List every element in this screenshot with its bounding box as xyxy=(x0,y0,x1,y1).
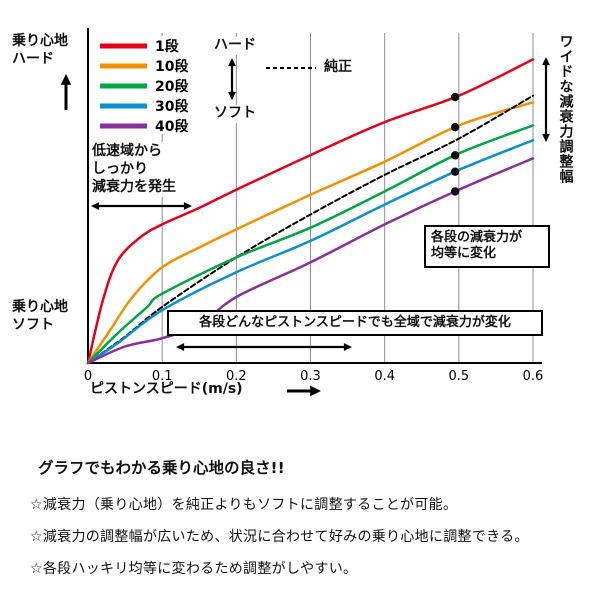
x-tick-label: 0.5 xyxy=(448,369,469,384)
x-direction-arrow-head xyxy=(310,385,321,397)
curve-40段 xyxy=(86,157,535,365)
annotation-equal-steps: 各段の減衰力が 均等に変化 xyxy=(424,225,550,268)
low-speed-range-arrow-head xyxy=(183,202,192,210)
annotation-wide-range: ワイドな減衰力調整幅 xyxy=(557,34,574,184)
footer-bullet-list: ☆減衰力（乗り心地）を純正よりもソフトに調整することが可能。 ☆減衰力の調整幅が広… xyxy=(30,494,600,578)
legend-label: 30段 xyxy=(155,98,188,115)
step-marker-dot xyxy=(450,187,460,196)
step-marker-dot xyxy=(450,92,460,102)
legend-hard-label: ハード xyxy=(212,37,258,55)
footer-bullet: ☆減衰力の調整幅が広いため、状況に合わせて好みの乗り心地に調整できる。 xyxy=(30,529,529,545)
annotation-full-range: 各段どんなピストンスピードでも全域で減衰力が変化 xyxy=(167,310,543,337)
footer-bullet: ☆減衰力（乗り心地）を純正よりもソフトに調整することが可能。 xyxy=(30,497,458,513)
legend-soft-label: ソフト xyxy=(212,105,258,123)
step-marker-dot xyxy=(450,167,460,176)
x-tick-label: 0.1 xyxy=(152,369,173,384)
legend-stock-label: 純正 xyxy=(322,59,354,77)
footer-bullet: ☆各段ハッキリ均等に変わるため調整がしやすい。 xyxy=(30,561,358,577)
x-tick-label: 0.3 xyxy=(300,369,321,384)
chart-canvas: 0 0.1 0.2 0.3 0.4 0.5 0.6 1段 10段 20段 30段 40段 xyxy=(60,28,550,397)
hard-direction-arrow-head xyxy=(60,74,72,85)
full-range-arrow-head xyxy=(176,343,185,351)
x-tick-label: 0.4 xyxy=(374,369,395,384)
legend-label: 10段 xyxy=(155,58,188,75)
low-speed-range-arrow-head xyxy=(91,202,100,210)
x-axis-label: ピストンスピード(m/s) xyxy=(90,381,243,397)
footer-text-block: グラフでもわかる乗り心地の良さ!! ☆減衰力（乗り心地）を純正よりもソフトに調整… xyxy=(0,430,600,578)
wide-range-arrow-head xyxy=(542,57,550,66)
x-tick-label: 0.6 xyxy=(523,369,544,384)
curve-20段 xyxy=(86,124,535,365)
y-axis-label-hard: 乗り心地 ハード xyxy=(12,33,68,67)
damping-force-chart: 0 0.1 0.2 0.3 0.4 0.5 0.6 1段 10段 20段 30段 40段 乗り心地 ハ… xyxy=(12,28,574,397)
y-axis-label-soft: 乗り心地 ソフト xyxy=(12,299,68,333)
footer-heading: グラフでもわかる乗り心地の良さ!! xyxy=(38,459,285,477)
hard-soft-range-arrow-head xyxy=(228,91,236,100)
legend-label-bg xyxy=(150,36,202,134)
x-tick-label: 0 xyxy=(84,369,92,384)
full-range-arrow-head xyxy=(343,343,352,351)
x-tick-label: 0.2 xyxy=(226,369,247,384)
annotation-low-speed: 低速域から しっかり 減衰力を発生 xyxy=(92,142,176,197)
wide-range-arrow-head xyxy=(542,133,550,142)
legend-label: 20段 xyxy=(155,78,188,95)
step-marker-dot xyxy=(450,123,460,132)
step-marker-dot xyxy=(450,151,460,160)
legend-label: 40段 xyxy=(155,118,188,135)
legend-label: 1段 xyxy=(155,38,179,55)
curve-10段 xyxy=(86,101,535,365)
curve-1段 xyxy=(86,58,535,365)
hard-soft-range-arrow-head xyxy=(228,58,236,67)
